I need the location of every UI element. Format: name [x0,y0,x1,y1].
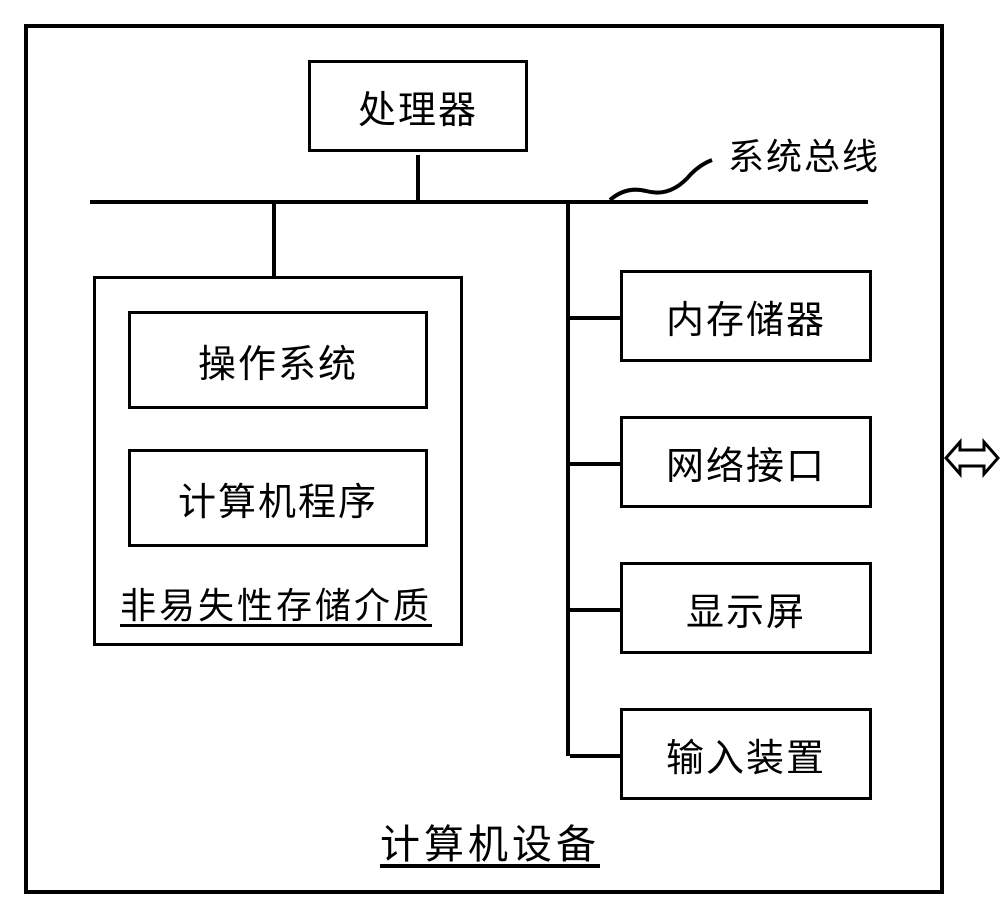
bus-squiggle [606,156,716,204]
storage-medium-box: 操作系统 计算机程序 非易失性存储介质 [93,276,463,646]
processor-box: 处理器 [308,60,528,152]
branch-network [570,462,620,466]
memory-box: 内存储器 [620,270,872,362]
processor-to-bus-line [416,155,420,203]
branch-input [570,754,620,758]
branch-memory [570,316,620,320]
screen-label: 显示屏 [686,581,806,636]
bus-label: 系统总线 [728,128,880,180]
program-box: 计算机程序 [128,449,428,547]
storage-caption: 非易失性存储介质 [120,577,432,629]
input-label: 输入装置 [666,727,826,782]
device-caption: 计算机设备 [380,812,600,870]
memory-label: 内存储器 [666,289,826,344]
network-arrow-icon [944,436,1000,480]
os-label: 操作系统 [198,333,358,388]
network-label: 网络接口 [666,435,826,490]
os-box: 操作系统 [128,311,428,409]
branch-screen [570,608,620,612]
system-bus-line [90,200,868,204]
processor-label: 处理器 [358,79,478,134]
input-box: 输入装置 [620,708,872,800]
program-label: 计算机程序 [178,471,378,526]
computer-device-diagram: 处理器 系统总线 操作系统 计算机程序 非易失性存储介质 内存储器 网络接口 [24,24,944,894]
network-box: 网络接口 [620,416,872,508]
left-vertical-line [272,204,276,276]
screen-box: 显示屏 [620,562,872,654]
right-vertical-line [566,204,570,756]
